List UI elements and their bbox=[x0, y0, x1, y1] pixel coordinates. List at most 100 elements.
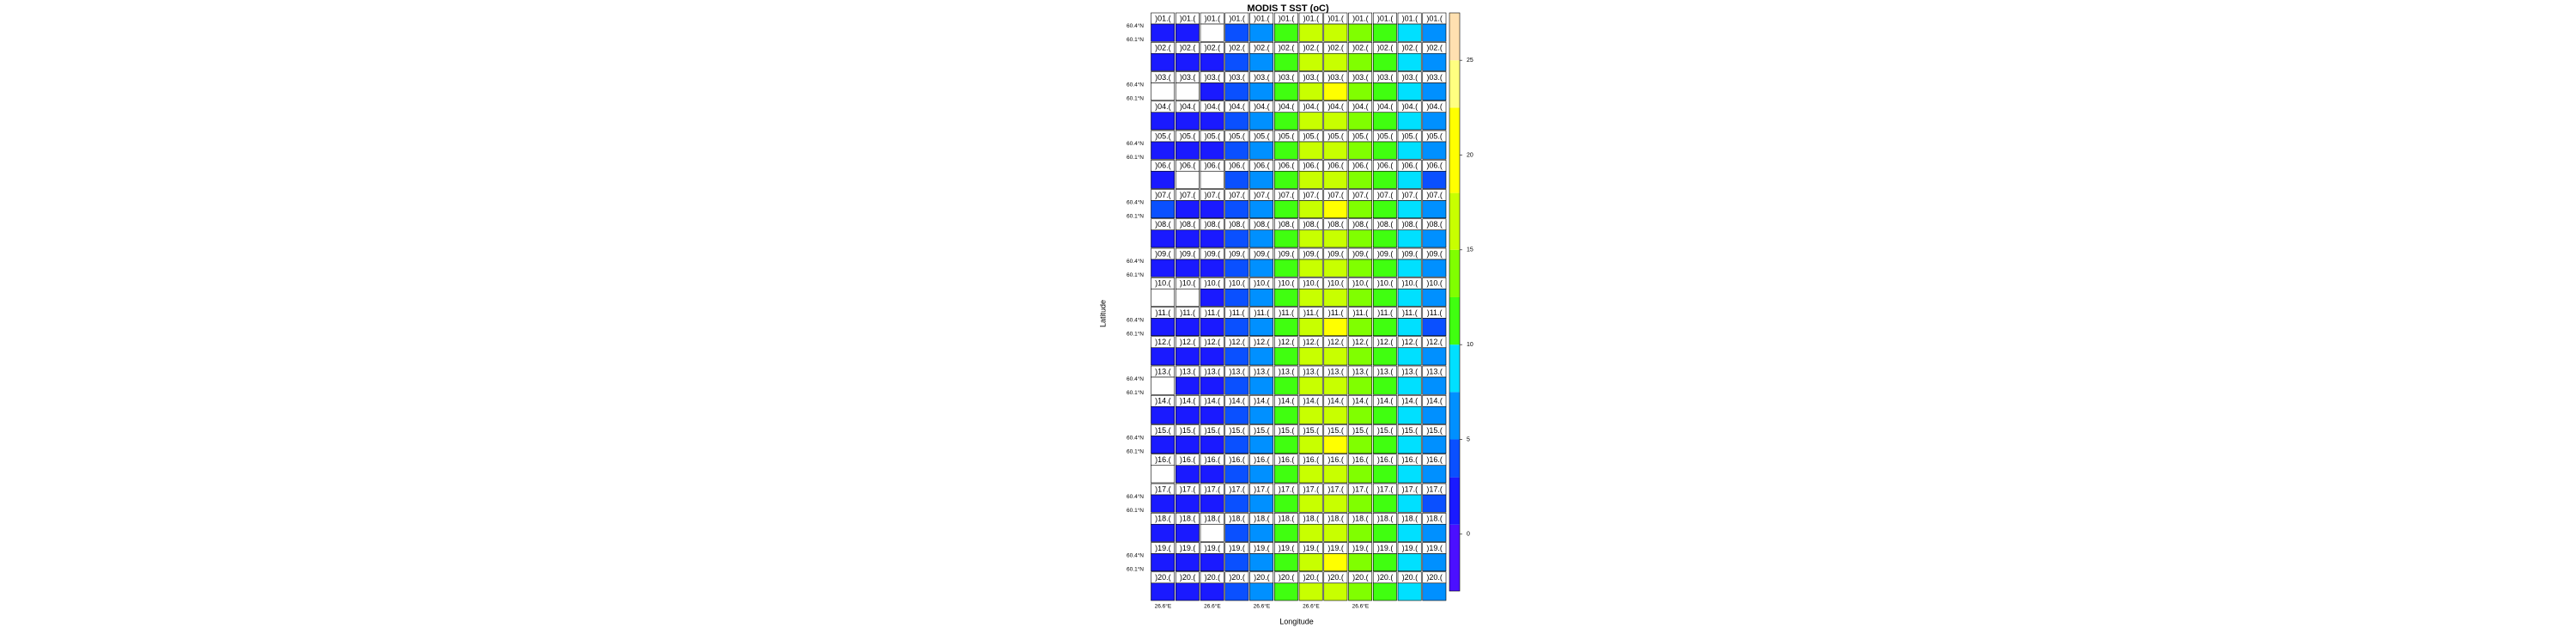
panel-cell bbox=[1397, 141, 1422, 160]
strip-label: )05.( bbox=[1155, 131, 1171, 140]
panel-cell bbox=[1422, 318, 1447, 337]
panel-cell bbox=[1200, 229, 1224, 248]
strip-label: )13.( bbox=[1205, 367, 1221, 375]
panel-cell bbox=[1298, 523, 1323, 542]
strip-label: )07.( bbox=[1279, 191, 1295, 199]
panel-cell bbox=[1397, 465, 1422, 484]
panel-cell bbox=[1372, 347, 1397, 366]
panel-cell bbox=[1224, 52, 1249, 71]
panel-cell bbox=[1200, 23, 1224, 42]
strip-label: )14.( bbox=[1377, 397, 1394, 405]
strip-label: )20.( bbox=[1327, 573, 1344, 582]
panel-cell bbox=[1422, 582, 1447, 601]
lat-label: 60.4°N bbox=[1127, 199, 1144, 206]
panel-cell bbox=[1175, 200, 1200, 219]
panel-cell bbox=[1372, 376, 1397, 395]
strip-label: )18.( bbox=[1205, 515, 1221, 523]
panel-cell bbox=[1249, 82, 1274, 101]
strip-label: )11.( bbox=[1180, 308, 1195, 317]
strip-label: )07.( bbox=[1327, 191, 1344, 199]
panel-cell bbox=[1273, 318, 1298, 337]
panel-cell bbox=[1249, 200, 1274, 219]
panel-cell bbox=[1224, 523, 1249, 542]
panel-cell bbox=[1323, 494, 1348, 513]
strip-label: )19.( bbox=[1155, 544, 1171, 552]
panel-cell bbox=[1372, 582, 1397, 601]
strip-label: )01.( bbox=[1402, 14, 1419, 22]
strip-label: )09.( bbox=[1229, 249, 1245, 258]
strip-label: )06.( bbox=[1352, 162, 1369, 170]
strip-label: )08.( bbox=[1254, 220, 1270, 229]
strip-label: )09.( bbox=[1205, 249, 1221, 258]
panel-cell bbox=[1397, 288, 1422, 307]
strip-label: )01.( bbox=[1377, 14, 1394, 22]
strip-label: )19.( bbox=[1426, 544, 1443, 552]
panel-cell bbox=[1151, 465, 1176, 484]
strip-label: )08.( bbox=[1303, 220, 1320, 229]
panel-cell bbox=[1422, 347, 1447, 366]
strip-label: )10.( bbox=[1205, 279, 1221, 288]
panel-cell bbox=[1249, 582, 1274, 601]
strip-label: )19.( bbox=[1377, 544, 1394, 552]
strip-label: )18.( bbox=[1352, 515, 1369, 523]
panel-cell bbox=[1298, 288, 1323, 307]
panel-cell bbox=[1273, 523, 1298, 542]
strip-label: )10.( bbox=[1377, 279, 1394, 288]
panel-cell bbox=[1151, 259, 1176, 277]
panel-cell bbox=[1175, 318, 1200, 337]
strip-label: )13.( bbox=[1327, 367, 1344, 375]
panel-cell bbox=[1200, 347, 1224, 366]
panel-cell bbox=[1175, 436, 1200, 454]
panel-cell bbox=[1151, 405, 1176, 424]
strip-label: )02.( bbox=[1279, 44, 1295, 52]
panel-cell bbox=[1348, 376, 1373, 395]
strip-label: )01.( bbox=[1327, 14, 1344, 22]
panel-cell bbox=[1298, 200, 1323, 219]
strip-label: )06.( bbox=[1279, 162, 1295, 170]
panel-cell bbox=[1200, 465, 1224, 484]
panel-cell bbox=[1422, 494, 1447, 513]
panel-cell bbox=[1273, 582, 1298, 601]
strip-label: )19.( bbox=[1303, 544, 1320, 552]
panel-cell bbox=[1175, 259, 1200, 277]
colorbar-tick-label: 15 bbox=[1467, 247, 1473, 253]
colorbar-tick-label: 25 bbox=[1467, 58, 1473, 64]
strip-label: )04.( bbox=[1254, 102, 1270, 111]
panel-cell bbox=[1175, 288, 1200, 307]
strip-label: )19.( bbox=[1254, 544, 1270, 552]
panel-cell bbox=[1224, 405, 1249, 424]
panel-cell bbox=[1249, 553, 1274, 572]
strip-label: )16.( bbox=[1155, 455, 1171, 464]
strip-label: )10.( bbox=[1426, 279, 1443, 288]
panel-cell bbox=[1224, 376, 1249, 395]
panel-cell bbox=[1397, 553, 1422, 572]
strip-label: )02.( bbox=[1377, 44, 1394, 52]
strip-label: )12.( bbox=[1279, 338, 1295, 346]
strip-label: )07.( bbox=[1254, 191, 1270, 199]
strip-label: )14.( bbox=[1303, 397, 1320, 405]
strip-label: )04.( bbox=[1229, 102, 1245, 111]
strip-label: )07.( bbox=[1229, 191, 1245, 199]
panel-cell bbox=[1175, 465, 1200, 484]
panel-cell bbox=[1224, 347, 1249, 366]
strip-label: )08.( bbox=[1155, 220, 1171, 229]
strip-label: )02.( bbox=[1229, 44, 1245, 52]
strip-label: )12.( bbox=[1352, 338, 1369, 346]
strip-label: )09.( bbox=[1279, 249, 1295, 258]
panel-cell bbox=[1175, 553, 1200, 572]
panel-cell bbox=[1151, 52, 1176, 71]
strip-label: )06.( bbox=[1377, 162, 1394, 170]
panel-cell bbox=[1422, 229, 1447, 248]
panel-cell bbox=[1151, 523, 1176, 542]
panel-cell bbox=[1397, 376, 1422, 395]
panel-cell bbox=[1348, 112, 1373, 131]
panel-cell bbox=[1298, 347, 1323, 366]
lat-label: 60.1°N bbox=[1127, 36, 1144, 43]
strip-label: )03.( bbox=[1180, 73, 1196, 82]
panel-cell bbox=[1200, 170, 1224, 189]
panel-cell bbox=[1200, 494, 1224, 513]
panel-cell bbox=[1348, 523, 1373, 542]
strip-label: )05.( bbox=[1180, 131, 1196, 140]
strip-label: )07.( bbox=[1180, 191, 1196, 199]
